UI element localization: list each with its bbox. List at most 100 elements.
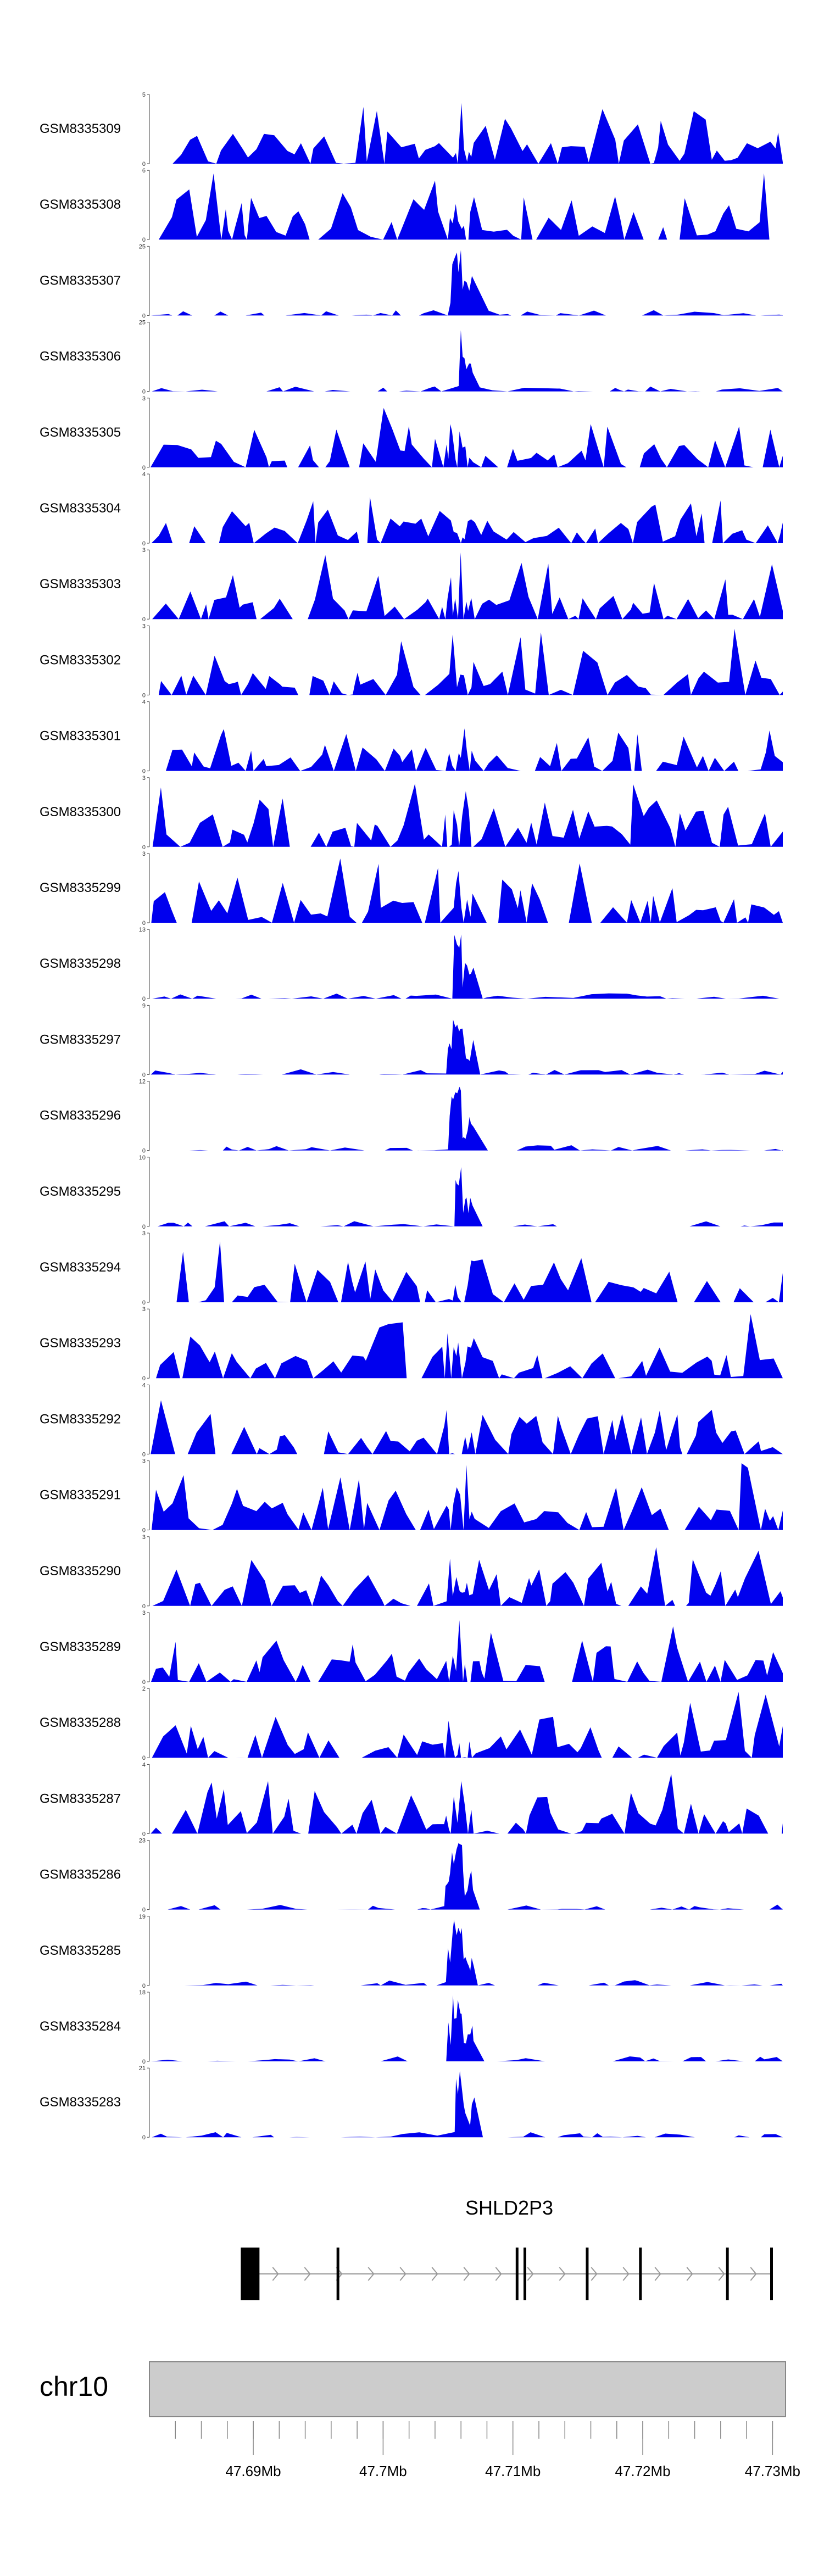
track-ymax-label: 3 (142, 1458, 146, 1465)
track-sample-label: GSM8335306 (40, 349, 121, 364)
coverage-track: GSM8335307 25 0 (40, 243, 783, 319)
coverage-area (149, 497, 783, 543)
track-ymin-label: 0 (142, 616, 146, 623)
track-ymin-label: 0 (142, 1527, 146, 1534)
gene-track: SHLD2P3 (241, 2196, 773, 2300)
track-ymin-label: 0 (142, 1679, 146, 1686)
track-ymax-label: 13 (139, 927, 146, 933)
coverage-area (149, 330, 783, 392)
coverage-track: GSM8335301 4 0 (40, 699, 783, 775)
coverage-track: GSM8335299 3 0 (40, 851, 783, 927)
track-ymin-label: 0 (142, 2059, 146, 2065)
track-ymax-label: 3 (142, 1534, 146, 1541)
strand-arrow-icon (718, 2267, 725, 2281)
coverage-area (149, 1019, 783, 1075)
coverage-area (149, 1241, 783, 1302)
gene-exon (639, 2248, 642, 2300)
track-sample-label: GSM8335297 (40, 1032, 121, 1047)
coverage-track: GSM8335295 10 0 (40, 1155, 783, 1230)
strand-arrow-icon (750, 2267, 757, 2281)
coverage-area (149, 1843, 783, 1910)
track-sample-label: GSM8335292 (40, 1412, 121, 1426)
track-ymax-label: 3 (142, 395, 146, 402)
track-ymax-label: 9 (142, 1002, 146, 1009)
track-ymax-label: 19 (139, 1914, 146, 1920)
track-ymax-label: 5 (142, 92, 146, 98)
coverage-area (149, 103, 783, 164)
track-ymax-label: 3 (142, 1230, 146, 1237)
coverage-track: GSM8335284 18 0 (40, 1989, 783, 2065)
coverage-area (149, 728, 783, 771)
coverage-area (149, 1620, 783, 1682)
gene-exon (515, 2248, 519, 2300)
strand-arrow-icon (686, 2267, 693, 2281)
track-ymax-label: 3 (142, 1610, 146, 1616)
coverage-area (149, 1692, 783, 1758)
track-ymax-label: 4 (142, 699, 146, 706)
track-ymin-label: 0 (142, 1983, 146, 1989)
coverage-track: GSM8335306 25 0 (40, 320, 783, 395)
coverage-track: GSM8335286 23 0 (40, 1838, 783, 1914)
track-sample-label: GSM8335303 (40, 577, 121, 592)
coverage-track: GSM8335289 3 0 (40, 1610, 783, 1686)
track-ymax-label: 21 (139, 2065, 146, 2072)
coverage-track: GSM8335292 4 0 (40, 1382, 783, 1458)
track-ymin-label: 0 (142, 844, 146, 851)
track-sample-label: GSM8335290 (40, 1564, 121, 1579)
coverage-tracks: GSM833530950GSM833530860GSM8335307250GSM… (40, 92, 783, 2141)
coverage-track: GSM8335287 4 0 (40, 1761, 783, 1837)
strand-arrow-icon (622, 2267, 630, 2281)
track-sample-label: GSM8335293 (40, 1336, 121, 1351)
track-ymax-label: 2 (142, 1686, 146, 1692)
track-sample-label: GSM8335302 (40, 653, 121, 667)
track-ymax-label: 4 (142, 1761, 146, 1768)
track-ymax-label: 12 (139, 1079, 146, 1085)
track-ymin-label: 0 (142, 1148, 146, 1155)
track-sample-label: GSM8335308 (40, 197, 121, 212)
track-ymax-label: 6 (142, 168, 146, 174)
track-sample-label: GSM8335295 (40, 1184, 121, 1199)
coverage-track: GSM8335285 19 0 (40, 1914, 783, 1989)
track-ymin-label: 0 (142, 2134, 146, 2141)
track-sample-label: GSM8335288 (40, 1715, 121, 1730)
track-sample-label: GSM8335296 (40, 1108, 121, 1123)
coverage-track: GSM8335303 3 0 (40, 547, 783, 623)
track-ymin-label: 0 (142, 389, 146, 395)
track-ymin-label: 0 (142, 1755, 146, 1761)
track-ymax-label: 4 (142, 1382, 146, 1389)
track-ymax-label: 3 (142, 851, 146, 857)
gene-exon (241, 2248, 260, 2300)
track-ymax-label: 3 (142, 547, 146, 554)
coverage-area (149, 552, 783, 620)
strand-arrow-icon (431, 2267, 438, 2281)
track-sample-label: GSM8335300 (40, 805, 121, 819)
coverage-area (149, 250, 783, 316)
track-sample-label: GSM8335286 (40, 1867, 121, 1882)
coverage-area (149, 1086, 783, 1151)
track-ymin-label: 0 (142, 1831, 146, 1837)
coverage-track: GSM8335293 3 0 (40, 1306, 783, 1382)
coverage-track: GSM8335294 3 0 (40, 1230, 783, 1306)
coverage-area (149, 1400, 783, 1454)
coverage-area (149, 2071, 783, 2138)
track-ymin-label: 0 (142, 1375, 146, 1382)
strand-arrow-icon (527, 2267, 534, 2281)
coverage-track: GSM8335305 3 0 (40, 395, 783, 471)
strand-arrow-icon (495, 2267, 502, 2281)
coverage-area (149, 784, 783, 847)
coverage-area (149, 858, 783, 923)
strand-arrow-icon (591, 2267, 598, 2281)
coverage-track: GSM8335290 3 0 (40, 1534, 783, 1610)
track-ymin-label: 0 (142, 996, 146, 1002)
track-ymin-label: 0 (142, 161, 146, 168)
axis-tick-label: 47.7Mb (359, 2463, 407, 2479)
chromosome-label: chr10 (40, 2371, 108, 2402)
coverage-area (149, 934, 783, 999)
track-ymax-label: 25 (139, 243, 146, 250)
track-ymin-label: 0 (142, 313, 146, 319)
track-ymax-label: 3 (142, 775, 146, 782)
track-ymin-label: 0 (142, 465, 146, 471)
coverage-area (149, 1167, 783, 1226)
coverage-track: GSM8335300 3 0 (40, 775, 783, 851)
